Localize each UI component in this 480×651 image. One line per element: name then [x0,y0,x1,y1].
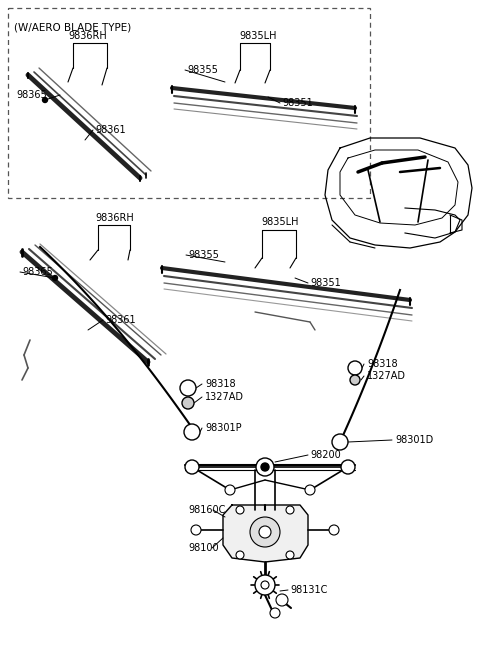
Text: 1327AD: 1327AD [367,371,406,381]
Text: 98351: 98351 [310,278,341,288]
Text: 98301P: 98301P [205,423,241,433]
Circle shape [286,551,294,559]
Circle shape [184,424,200,440]
Text: 98365: 98365 [16,90,47,100]
Circle shape [329,525,339,535]
Circle shape [256,458,274,476]
FancyBboxPatch shape [8,8,370,198]
Circle shape [286,506,294,514]
Text: 98361: 98361 [95,125,126,135]
Text: 98100: 98100 [188,543,218,553]
Circle shape [255,575,275,595]
Circle shape [43,98,48,102]
Circle shape [236,551,244,559]
Polygon shape [223,505,308,562]
Text: 98351: 98351 [282,98,313,108]
Circle shape [182,397,194,409]
Circle shape [341,460,355,474]
Text: 9835LH: 9835LH [239,31,277,41]
Circle shape [250,517,280,547]
Text: 9835LH: 9835LH [261,217,299,227]
Text: 98365: 98365 [22,267,53,277]
Circle shape [332,434,348,450]
Text: 9836RH: 9836RH [96,213,134,223]
Text: 98361: 98361 [105,315,136,325]
Circle shape [261,463,269,471]
Circle shape [236,506,244,514]
Text: 98355: 98355 [187,65,218,75]
Text: 98355: 98355 [188,250,219,260]
Text: 98131C: 98131C [290,585,327,595]
Circle shape [305,485,315,495]
Circle shape [185,460,199,474]
Text: 9836RH: 9836RH [69,31,108,41]
Circle shape [261,581,269,589]
Circle shape [348,361,362,375]
Text: 98318: 98318 [205,379,236,389]
Circle shape [180,380,196,396]
Text: 1327AD: 1327AD [205,392,244,402]
Circle shape [52,275,58,281]
Text: 98301D: 98301D [395,435,433,445]
Text: 98160C: 98160C [188,505,226,515]
Circle shape [191,525,201,535]
Text: 98200: 98200 [310,450,341,460]
Circle shape [276,594,288,606]
Circle shape [225,485,235,495]
Circle shape [270,608,280,618]
Circle shape [350,375,360,385]
Text: (W/AERO BLADE TYPE): (W/AERO BLADE TYPE) [14,22,131,32]
Text: 98318: 98318 [367,359,397,369]
Circle shape [259,526,271,538]
